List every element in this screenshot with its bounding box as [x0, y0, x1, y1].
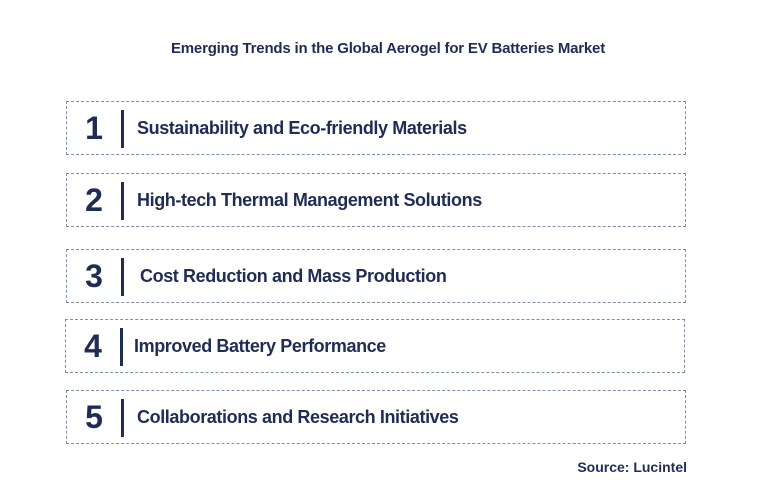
source-note: Source: Lucintel [577, 459, 687, 475]
trend-label: Cost Reduction and Mass Production [140, 266, 447, 286]
trend-divider [120, 328, 123, 366]
trend-divider [121, 399, 124, 437]
trend-number: 2 [85, 182, 103, 218]
trend-label: Collaborations and Research Initiatives [137, 407, 459, 427]
trend-number: 4 [84, 328, 102, 364]
trend-label: Improved Battery Performance [134, 336, 386, 356]
trend-item-5: 5 Collaborations and Research Initiative… [66, 390, 686, 444]
trend-item-3: 3 Cost Reduction and Mass Production [66, 249, 686, 303]
trend-divider [121, 110, 124, 148]
trend-label: Sustainability and Eco-friendly Material… [137, 118, 467, 138]
trend-divider [121, 182, 124, 220]
trend-number: 3 [85, 258, 103, 294]
trend-item-1: 1 Sustainability and Eco-friendly Materi… [66, 101, 686, 155]
trend-number: 1 [85, 110, 103, 146]
trend-item-4: 4 Improved Battery Performance [65, 319, 685, 373]
trend-number: 5 [85, 399, 103, 435]
trend-label: High-tech Thermal Management Solutions [137, 190, 482, 210]
diagram-title: Emerging Trends in the Global Aerogel fo… [170, 40, 605, 57]
trend-item-2: 2 High-tech Thermal Management Solutions [66, 173, 686, 227]
trend-divider [121, 258, 124, 296]
